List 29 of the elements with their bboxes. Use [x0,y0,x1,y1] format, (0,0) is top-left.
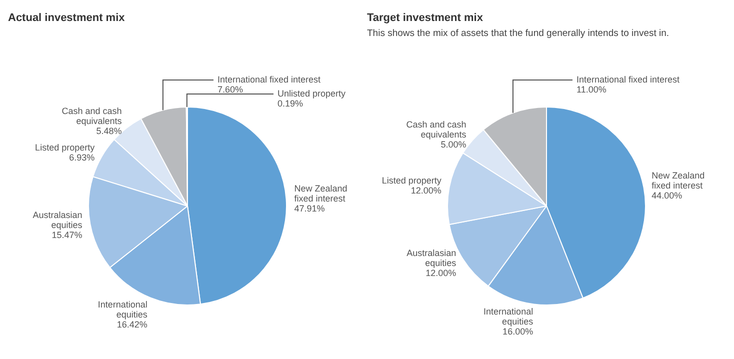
slice-label: Listed property [382,175,442,186]
data-label: 11.00% [576,84,606,94]
data-label: 5.00% [440,140,466,150]
data-label: 16.00% [502,326,534,337]
slice-label: Cash and cash equivalents [62,106,122,126]
slice-label: Australasian equities [406,248,457,268]
chart-title: Target investment mix [367,12,484,24]
data-label: 6.93% [69,152,95,162]
slice-label: New Zealand fixed interest [652,170,705,190]
slice-label: International fixed interest [576,74,680,84]
data-label: 44.00% [652,190,682,200]
slice-label: Unlisted property [278,88,346,98]
slice-label: Cash and cash equivalents [406,120,467,140]
slice-label: New Zealand fixed interest [294,183,348,204]
data-label: 47.91% [294,203,325,214]
slice-label: International equities [98,300,148,320]
data-label: 16.42% [116,320,148,330]
data-label: 12.00% [410,185,442,196]
data-label: 5.48% [96,126,122,136]
slice-label: International fixed interest [218,74,322,84]
chart-title: Actual investment mix [8,12,126,24]
chart-subtitle: This shows the mix of assets that the fund generally intends to invest in. [367,28,670,41]
data-label: 15.47% [52,230,82,240]
slice-label: Listed property [35,142,96,152]
data-label: 12.00% [426,268,456,278]
data-label: 0.19% [278,98,304,108]
slice-label: International equities [484,306,534,327]
slice-label: Australasian equities [32,210,83,230]
data-label: 7.60% [218,84,244,94]
